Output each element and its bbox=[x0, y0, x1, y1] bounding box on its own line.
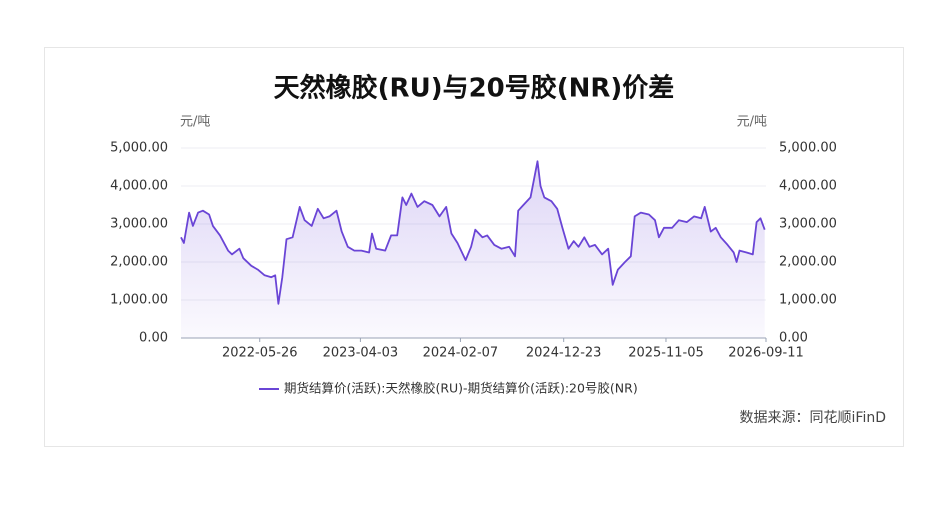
x-tick-label: 2025-11-05 bbox=[628, 346, 704, 361]
x-tick-label: 2022-05-26 bbox=[222, 346, 298, 361]
x-tick-label: 2023-04-03 bbox=[323, 346, 399, 361]
y2-tick-label: 0.00 bbox=[779, 331, 808, 346]
area bbox=[181, 161, 765, 338]
y-unit: 元/吨 bbox=[180, 115, 210, 130]
y-tick-label: 5,000.00 bbox=[110, 141, 168, 156]
x-tick-label: 2024-12-23 bbox=[526, 346, 602, 361]
legend-label: 期货结算价(活跃):天然橡胶(RU)-期货结算价(活跃):20号胶(NR) bbox=[284, 381, 638, 396]
y2-unit: 元/吨 bbox=[737, 115, 767, 130]
y2-tick-label: 1,000.00 bbox=[779, 293, 837, 308]
y2-tick-label: 3,000.00 bbox=[779, 217, 837, 232]
x-tick-label: 2026-09-11 bbox=[728, 346, 804, 361]
line bbox=[180, 160, 766, 305]
y-tick-label: 1,000.00 bbox=[110, 293, 168, 308]
y2-tick-label: 2,000.00 bbox=[779, 255, 837, 270]
y2-tick-label: 4,000.00 bbox=[779, 179, 837, 194]
y-tick-label: 4,000.00 bbox=[110, 179, 168, 194]
y-tick-label: 2,000.00 bbox=[110, 255, 168, 270]
source-note: 数据来源：同花顺iFinD bbox=[740, 410, 886, 426]
x-tick-label: 2024-02-07 bbox=[423, 346, 499, 361]
y-tick-label: 3,000.00 bbox=[110, 217, 168, 232]
chart-title: 天然橡胶(RU)与20号胶(NR)价差 bbox=[274, 73, 675, 104]
y-tick-label: 0.00 bbox=[139, 331, 168, 346]
y2-tick-label: 5,000.00 bbox=[779, 141, 837, 156]
